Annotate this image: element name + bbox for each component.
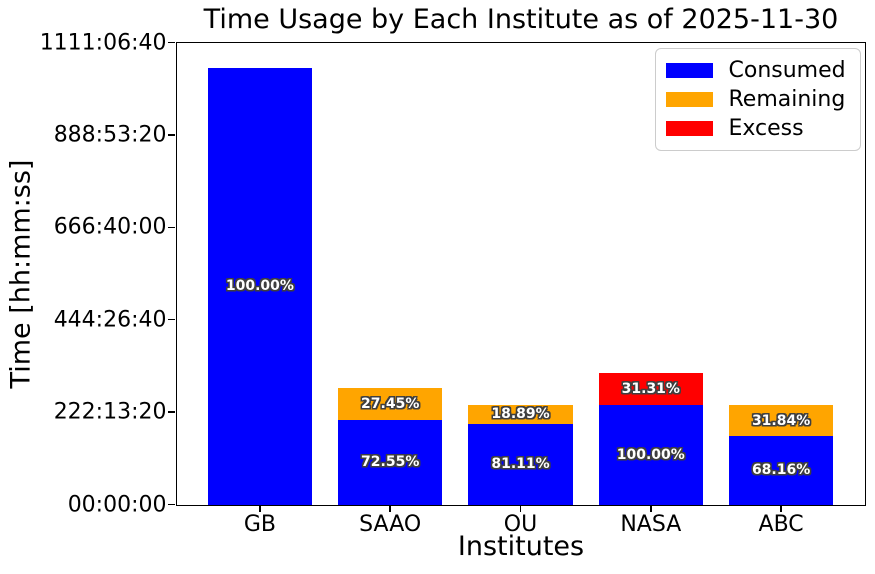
y-tick [168, 503, 175, 506]
chart-title: Time Usage by Each Institute as of 2025-… [203, 4, 839, 35]
bar-label-nasa-consumed: 100.00% [616, 446, 685, 463]
y-tick [168, 226, 175, 229]
y-tick-label: 1111:06:40 [39, 30, 167, 55]
legend-label-consumed: Consumed [728, 57, 846, 83]
x-tick-label-gb: GB [243, 511, 276, 537]
bar-label-saao-remaining: 27.45% [361, 396, 420, 413]
bar-segment-abc-remaining [728, 404, 834, 437]
bar-label-gb-consumed: 100.00% [225, 278, 294, 295]
bar-label-ou-consumed: 81.11% [491, 456, 550, 473]
x-tick-label-ou: OU [503, 511, 538, 537]
bar-label-nasa-excess: 31.31% [621, 381, 680, 398]
x-tick [259, 504, 261, 512]
bar-segment-saao-consumed [338, 420, 443, 505]
bar-label-ou-remaining: 18.89% [491, 406, 550, 423]
bar-segment-nasa-excess [598, 373, 703, 405]
x-tick-label-nasa: NASA [620, 511, 682, 537]
legend-label-remaining: Remaining [728, 86, 846, 112]
x-tick [780, 504, 782, 512]
legend-row-excess: Excess [656, 114, 860, 143]
legend-row-consumed: Consumed [656, 56, 860, 85]
bar-label-abc-remaining: 31.84% [751, 412, 811, 429]
legend-label-excess: Excess [728, 115, 804, 141]
x-tick [389, 504, 391, 512]
bar-segment-saao-remaining [338, 388, 443, 421]
bar-label-saao-consumed: 72.55% [361, 454, 420, 471]
x-tick [650, 504, 652, 512]
bar-label-abc-consumed: 68.16% [751, 462, 811, 479]
y-tick [168, 134, 175, 136]
y-tick-label: 666:40:00 [53, 214, 167, 240]
bar-segment-ou-remaining [468, 404, 573, 424]
y-tick-label: 222:13:20 [53, 399, 167, 425]
y-axis-label: Time [hh:mm:ss] [5, 159, 37, 389]
bar-segment-nasa-consumed [598, 404, 703, 505]
x-axis-label: Institutes [457, 531, 585, 562]
y-tick [168, 318, 175, 321]
y-tick [168, 41, 175, 44]
excess-swatch-icon [665, 120, 713, 136]
y-tick-label: 00:00:00 [67, 492, 167, 517]
remaining-swatch-icon [665, 91, 713, 107]
bar-segment-ou-consumed [468, 423, 573, 505]
x-tick-label-saao: SAAO [359, 511, 422, 537]
legend: Consumed Remaining Excess [654, 47, 861, 151]
consumed-swatch-icon [665, 62, 713, 78]
x-tick-label-abc: ABC [758, 511, 804, 537]
bar-segment-abc-consumed [728, 436, 834, 505]
y-tick-label: 888:53:20 [53, 122, 167, 148]
y-tick-label: 444:26:40 [53, 307, 167, 333]
x-tick [519, 504, 522, 512]
plot-area: Consumed Remaining Excess 00:00:00 222:13… [40, 30, 866, 537]
y-tick [168, 411, 175, 413]
legend-row-remaining: Remaining [656, 85, 860, 114]
bar-segment-gb-consumed [207, 67, 312, 505]
